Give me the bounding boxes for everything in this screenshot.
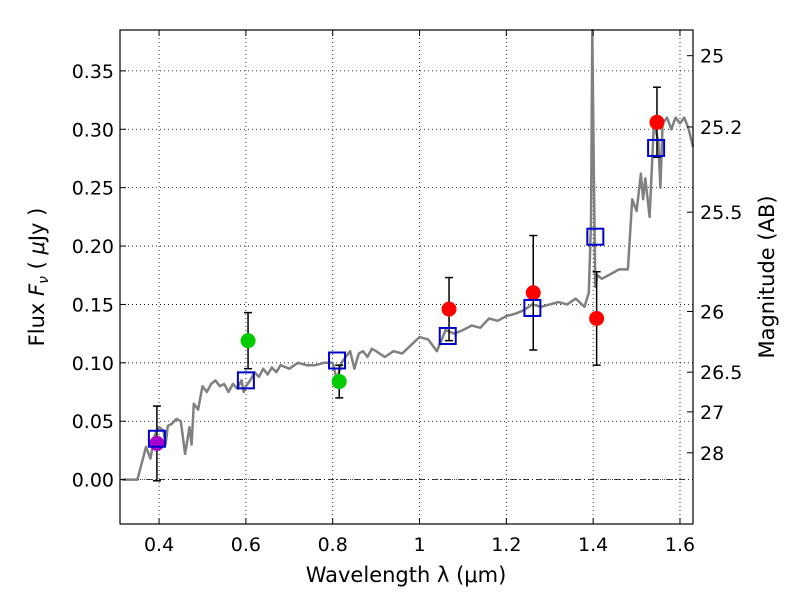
model-square <box>586 227 605 246</box>
y-tick-label: 0.25 <box>72 178 114 200</box>
y-tick-label: 0.35 <box>72 61 114 83</box>
observed-point <box>240 333 256 349</box>
x-tick-label: 1.2 <box>491 534 521 556</box>
model-squares <box>147 138 666 448</box>
y2-tick-label: 25.5 <box>700 202 742 224</box>
observed-point <box>149 435 165 451</box>
observed-point <box>331 374 347 390</box>
model-square <box>236 371 255 390</box>
y-tick-label: 0.10 <box>72 353 114 375</box>
model-square <box>147 429 166 448</box>
observed-point <box>525 285 541 301</box>
model-square <box>328 351 347 370</box>
y2-tick-label: 25.2 <box>700 117 742 139</box>
model-square <box>647 138 666 157</box>
y2-tick-label: 28 <box>700 443 724 465</box>
observed-point <box>649 114 665 130</box>
observed-point <box>589 310 605 326</box>
y-tick-label: 0.20 <box>72 236 114 258</box>
y2-tick-label: 25 <box>700 46 724 68</box>
model-square <box>438 326 457 345</box>
y-tick-label: 0.15 <box>72 294 114 316</box>
model-spectrum <box>122 28 695 481</box>
y-axis-ticks: 0.00 0.05 0.10 0.15 0.20 0.25 0.30 0.35 <box>72 61 126 492</box>
x-tick-label: 1.6 <box>665 534 695 556</box>
x-tick-label: 0.8 <box>318 534 348 556</box>
x-axis-label: Wavelength λ (μm) <box>306 563 507 587</box>
plot-frame <box>119 29 694 525</box>
x-tick-label: 1 <box>413 534 425 556</box>
spectrum-line <box>122 28 695 481</box>
x-tick-label: 1.4 <box>578 534 608 556</box>
y2-tick-label: 26 <box>700 301 724 323</box>
y-axis-label: Flux Fν ( μJy ) <box>25 208 52 347</box>
observed-point <box>441 301 457 317</box>
y2-tick-label: 27 <box>700 402 724 424</box>
model-square <box>523 298 542 317</box>
y-tick-label: 0.00 <box>72 470 114 492</box>
y-tick-label: 0.05 <box>72 411 114 433</box>
y-tick-label: 0.30 <box>72 119 114 141</box>
y2-axis-ticks: 25 25.2 25.5 26 26.5 27 28 <box>687 46 742 465</box>
y2-axis-label: Magnitude (AB) <box>755 195 779 358</box>
x-axis-ticks: 0.4 0.6 0.8 1 1.2 1.4 1.6 <box>144 30 695 556</box>
observed-points <box>149 114 665 451</box>
x-tick-label: 0.4 <box>144 534 174 556</box>
y2-tick-label: 26.5 <box>700 362 742 384</box>
x-tick-label: 0.6 <box>231 534 261 556</box>
